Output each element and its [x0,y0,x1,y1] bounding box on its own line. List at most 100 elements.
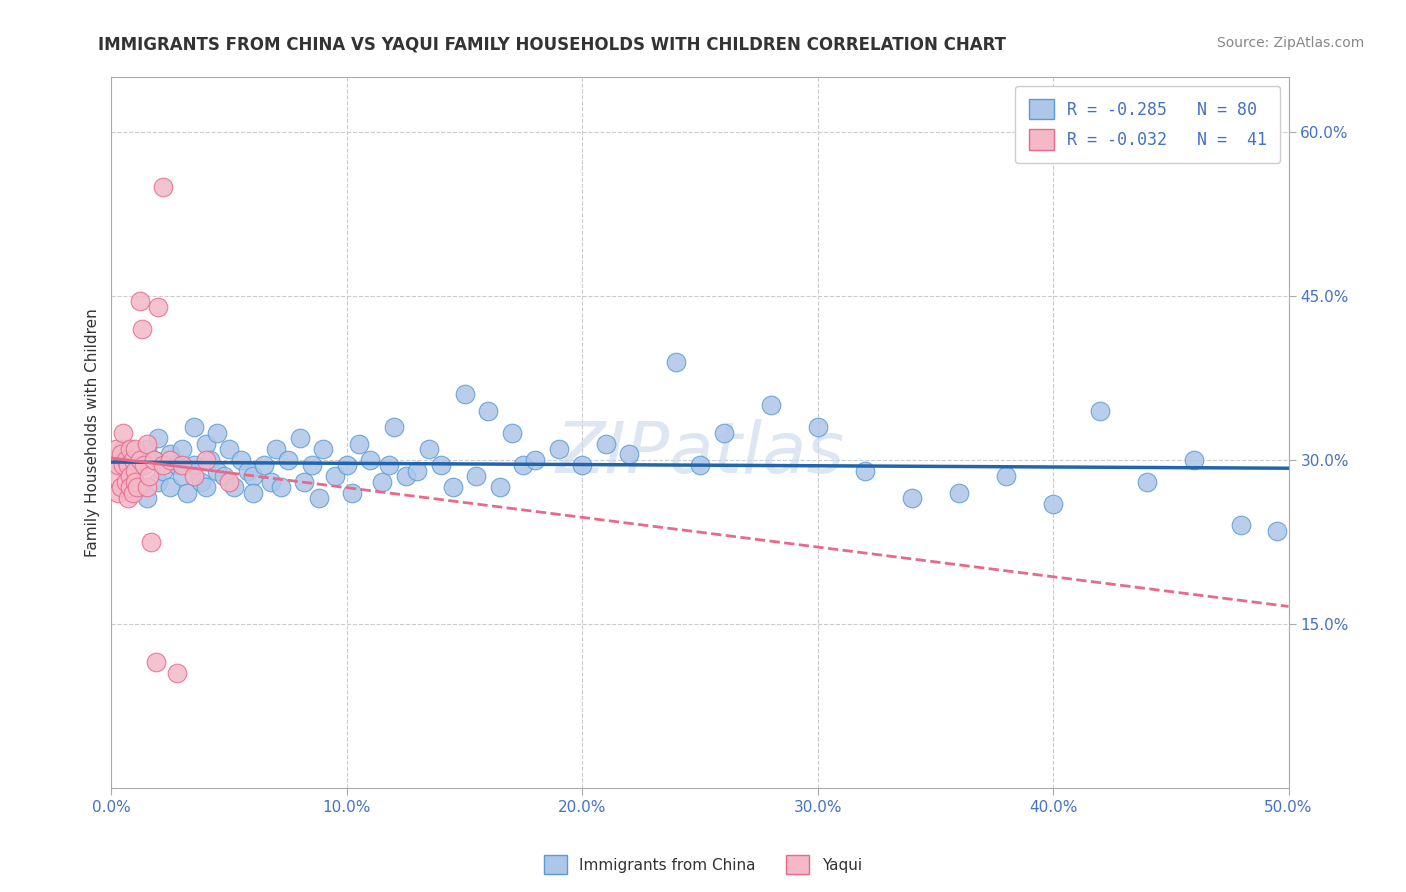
Point [142,453,165,467]
Point [152,179,174,194]
Point [127,480,149,494]
Point [501,425,523,440]
Point [142,453,165,467]
Point [112,442,135,456]
Point [665,354,688,368]
Point [477,403,499,417]
Point [430,458,453,473]
Point [170,442,193,456]
Point [124,442,146,456]
Point [336,458,359,473]
Point [1136,475,1159,489]
Point [152,458,174,473]
Point [619,447,641,461]
Point [112,425,135,440]
Point [1230,518,1253,533]
Point [571,458,593,473]
Point [148,300,170,314]
Point [308,491,330,505]
Point [166,458,188,473]
Point [214,469,236,483]
Point [323,469,346,483]
Point [131,322,153,336]
Point [107,485,129,500]
Point [183,458,205,473]
Point [995,469,1018,483]
Point [166,665,188,680]
Point [595,436,617,450]
Point [948,485,970,500]
Point [194,480,217,494]
Point [159,453,181,467]
Point [382,420,405,434]
Point [270,480,292,494]
Point [103,453,125,467]
Point [207,425,229,440]
Point [347,436,370,450]
Point [110,447,132,461]
Point [170,469,193,483]
Point [489,480,512,494]
Point [170,458,193,473]
Point [183,469,205,483]
Point [135,480,157,494]
Point [120,469,142,483]
Point [135,491,157,505]
Point [128,453,150,467]
Point [441,480,464,494]
Point [207,464,229,478]
Point [229,453,252,467]
Point [301,458,323,473]
Point [294,475,316,489]
Text: ZIPatlas: ZIPatlas [555,419,845,489]
Point [512,458,534,473]
Point [145,655,167,669]
Point [465,469,488,483]
Point [107,458,129,473]
Point [117,491,139,505]
Point [112,458,135,473]
Point [1088,403,1111,417]
Point [152,464,174,478]
Point [120,442,142,456]
Point [547,442,569,456]
Legend: Immigrants from China, Yaqui: Immigrants from China, Yaqui [538,849,868,880]
Point [1265,524,1288,538]
Point [114,475,136,489]
Point [110,480,132,494]
Point [141,534,163,549]
Legend: R = -0.285   N = 80, R = -0.032   N =  41: R = -0.285 N = 80, R = -0.032 N = 41 [1015,86,1281,163]
Point [159,480,181,494]
Point [194,453,217,467]
Point [183,420,205,434]
Point [121,453,143,467]
Point [242,469,264,483]
Point [159,447,181,461]
Point [128,480,150,494]
Point [236,464,259,478]
Point [190,475,212,489]
Point [312,442,335,456]
Point [759,398,782,412]
Point [218,475,240,489]
Point [124,475,146,489]
Point [1182,453,1205,467]
Point [222,480,245,494]
Point [288,431,311,445]
Point [134,458,156,473]
Point [121,485,143,500]
Point [242,485,264,500]
Point [418,442,440,456]
Point [524,453,547,467]
Point [395,469,418,483]
Point [901,491,924,505]
Point [253,458,276,473]
Text: IMMIGRANTS FROM CHINA VS YAQUI FAMILY HOUSEHOLDS WITH CHILDREN CORRELATION CHART: IMMIGRANTS FROM CHINA VS YAQUI FAMILY HO… [98,36,1007,54]
Point [128,294,150,309]
Point [1042,497,1064,511]
Point [853,464,876,478]
Point [260,475,283,489]
Point [105,442,128,456]
Point [264,442,287,456]
Point [114,453,136,467]
